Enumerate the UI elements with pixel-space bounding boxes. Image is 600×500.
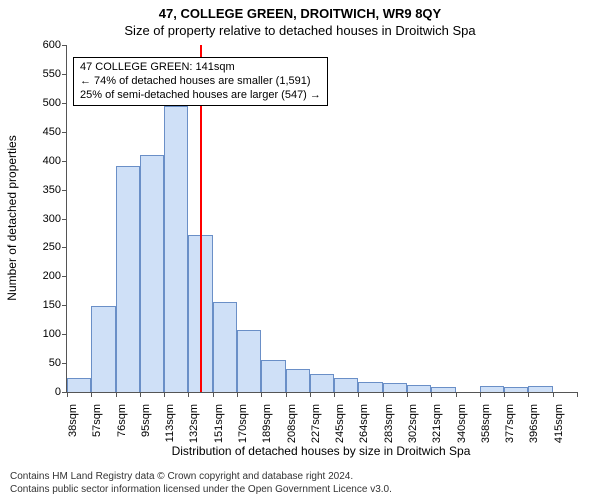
histogram-bar [504,387,528,392]
y-tick-label: 600 [43,39,67,51]
y-tick-label: 150 [43,299,67,311]
x-tick-mark [358,392,359,397]
x-tick-mark [116,392,117,397]
annotation-line: 25% of semi-detached houses are larger (… [80,89,321,103]
plot-area: 05010015020025030035040045050055060038sq… [66,45,577,393]
x-tick-mark [504,392,505,397]
histogram-bar [480,386,504,392]
histogram-bar [358,382,382,392]
x-tick-mark [67,392,68,397]
x-tick-mark [528,392,529,397]
x-tick-mark [164,392,165,397]
x-tick-mark [286,392,287,397]
x-tick-mark [334,392,335,397]
annotation-line: 47 COLLEGE GREEN: 141sqm [80,61,321,75]
y-tick-label: 0 [55,386,67,398]
histogram-bar [528,386,552,392]
histogram-bar [67,378,91,392]
histogram-bar [286,369,310,392]
x-tick-mark [213,392,214,397]
x-tick-mark [310,392,311,397]
x-tick-mark [407,392,408,397]
x-axis-label: Distribution of detached houses by size … [66,444,576,458]
histogram-bar [237,330,261,392]
histogram-bar [383,383,407,392]
y-tick-label: 100 [43,328,67,340]
x-tick-mark [553,392,554,397]
x-tick-mark [237,392,238,397]
y-tick-label: 550 [43,68,67,80]
y-tick-label: 500 [43,97,67,109]
histogram-bar [213,302,237,392]
annotation-box: 47 COLLEGE GREEN: 141sqm← 74% of detache… [73,57,328,106]
chart-container: 47, COLLEGE GREEN, DROITWICH, WR9 8QY Si… [0,0,600,500]
y-tick-label: 350 [43,184,67,196]
histogram-bar [91,306,115,392]
x-tick-mark [188,392,189,397]
histogram-bar [140,155,164,392]
x-tick-mark [140,392,141,397]
annotation-line: ← 74% of detached houses are smaller (1,… [80,75,321,89]
histogram-bar [261,360,285,392]
y-tick-label: 400 [43,155,67,167]
histogram-bar [407,385,431,392]
y-tick-label: 450 [43,126,67,138]
histogram-bar [334,378,358,392]
y-tick-label: 200 [43,270,67,282]
y-tick-label: 300 [43,213,67,225]
x-tick-mark [91,392,92,397]
y-tick-label: 250 [43,241,67,253]
footer-line-1: Contains HM Land Registry data © Crown c… [10,471,590,482]
histogram-bar [116,166,140,392]
x-tick-mark [456,392,457,397]
y-axis-label: Number of detached properties [5,118,19,318]
x-tick-mark [431,392,432,397]
histogram-bar [164,106,188,392]
chart-title: 47, COLLEGE GREEN, DROITWICH, WR9 8QY [0,6,600,21]
x-tick-mark [383,392,384,397]
x-tick-mark [577,392,578,397]
y-tick-label: 50 [49,357,67,369]
histogram-bar [310,374,334,393]
x-tick-mark [480,392,481,397]
histogram-bar [431,387,455,392]
chart-subtitle: Size of property relative to detached ho… [0,23,600,38]
x-tick-mark [261,392,262,397]
footer-line-2: Contains public sector information licen… [10,484,590,495]
